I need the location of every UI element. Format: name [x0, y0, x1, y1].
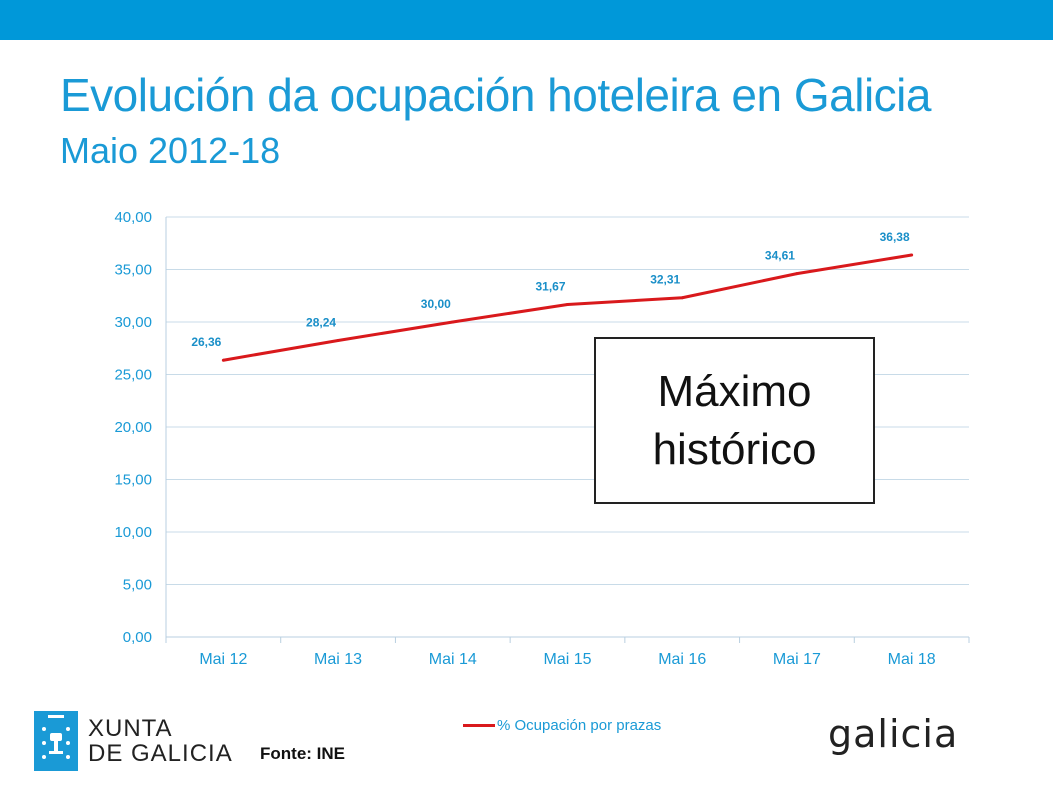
line-chart: 0,00 5,00 10,00 15,00 20,00 25,00 30,00 35,00 40…: [114, 209, 970, 668]
legend-label: % Ocupación por prazas: [497, 717, 662, 734]
callout-text: Máximo histórico: [652, 366, 817, 474]
data-point: [795, 272, 799, 276]
legend-line-swatch: [463, 724, 495, 727]
y-tick-label: 10,00: [114, 524, 152, 541]
y-tick-label: 15,00: [114, 472, 152, 489]
x-tick-label: Mai 14: [429, 651, 477, 668]
data-label: 28,24: [306, 315, 336, 329]
y-tick-label: 25,00: [114, 367, 152, 384]
xunta-logo: XUNTA DE GALICIA: [34, 711, 233, 771]
x-tick-label: Mai 15: [543, 651, 591, 668]
data-label: 36,38: [880, 230, 910, 244]
y-tick-label: 40,00: [114, 209, 152, 226]
callout-box: Máximo histórico: [594, 337, 875, 504]
chart-legend: % Ocupación por prazas: [463, 717, 661, 734]
data-point: [221, 358, 225, 362]
page-title: Evolución da ocupación hoteleira en Gali…: [60, 69, 931, 121]
data-point: [680, 296, 684, 300]
data-label: 32,31: [650, 273, 680, 287]
xunta-shield-icon: [34, 711, 78, 771]
x-tick-label: Mai 16: [658, 651, 706, 668]
top-bar: [0, 0, 1053, 40]
x-tick-label: Mai 17: [773, 651, 821, 668]
source-note: Fonte: INE: [260, 744, 345, 763]
data-point: [910, 253, 914, 257]
x-tick-label: Mai 18: [888, 651, 936, 668]
x-tick-label: Mai 13: [314, 651, 362, 668]
y-tick-label: 35,00: [114, 262, 152, 279]
galicia-logo: galicia: [828, 712, 959, 756]
data-label: 34,61: [765, 249, 795, 263]
x-tick-label: Mai 12: [199, 651, 247, 668]
xunta-logo-text: XUNTA DE GALICIA: [88, 715, 233, 767]
data-point: [336, 338, 340, 342]
y-tick-label: 0,00: [123, 629, 152, 646]
y-tick-label: 5,00: [123, 577, 152, 594]
y-tick-label: 20,00: [114, 419, 152, 436]
page-subtitle: Maio 2012-18: [60, 130, 281, 171]
data-label: 26,36: [191, 335, 221, 349]
y-tick-label: 30,00: [114, 314, 152, 331]
data-label: 31,67: [535, 279, 565, 293]
data-label: 30,00: [421, 297, 451, 311]
data-point: [566, 302, 569, 306]
data-point: [451, 320, 455, 324]
